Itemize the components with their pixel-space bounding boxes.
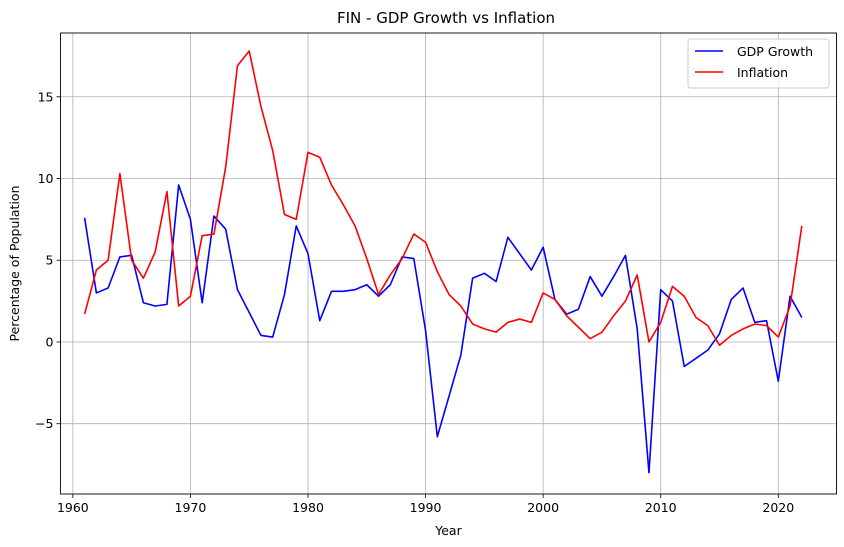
x-axis-label: Year: [434, 523, 462, 538]
x-tick-label: 1980: [292, 500, 324, 515]
x-tick-label: 2020: [762, 500, 794, 515]
y-tick-label: 15: [38, 89, 54, 104]
legend-label-gdp-growth: GDP Growth: [737, 44, 813, 59]
y-tick-label: 0: [46, 334, 54, 349]
legend-box: [687, 38, 830, 89]
y-tick-label: 10: [38, 171, 54, 186]
x-tick-label: 2010: [645, 500, 677, 515]
x-tick-label: 1990: [410, 500, 442, 515]
legend-label-inflation: Inflation: [737, 65, 788, 80]
series-line-gdp-growth: [83, 184, 803, 474]
y-tick-label: −5: [35, 416, 53, 431]
plot-frame: [60, 32, 837, 495]
axis-ticks: 1960 1970 1980 1990 2000 2010 2020 −5 0 5 10 15: [35, 89, 794, 515]
plot-area: 1960 1970 1980 1990 2000 2010 2020 −5 0 5 10 15: [35, 32, 837, 515]
legend: GDP Growth Inflation: [687, 38, 830, 89]
y-tick-label: 5: [46, 253, 54, 268]
y-axis-label: Percentage of Population: [7, 186, 22, 342]
chart-title: FIN - GDP Growth vs Inflation: [337, 9, 555, 27]
x-tick-label: 1960: [57, 500, 89, 515]
series-line-inflation: [83, 50, 803, 347]
x-tick-label: 1970: [175, 500, 207, 515]
x-tick-label: 2000: [527, 500, 559, 515]
grid: [60, 33, 837, 494]
series-layer: [83, 50, 803, 474]
